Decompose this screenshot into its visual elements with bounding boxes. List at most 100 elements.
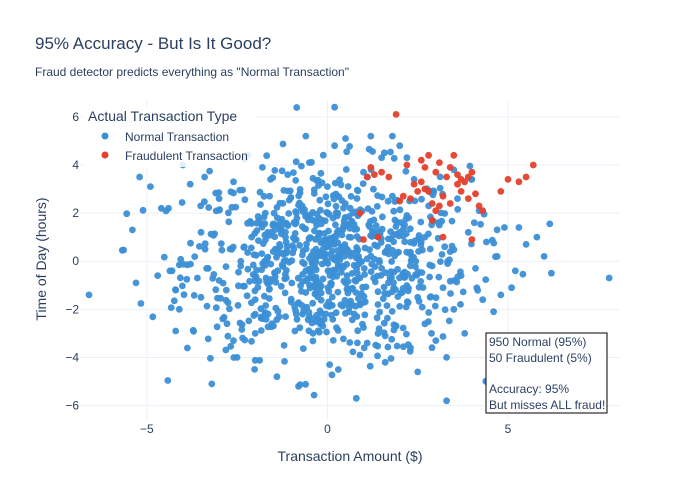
normal-point xyxy=(230,337,237,344)
normal-point xyxy=(414,368,422,376)
normal-point xyxy=(375,325,383,333)
normal-point xyxy=(197,293,205,301)
normal-point xyxy=(284,221,291,229)
normal-point xyxy=(323,328,330,336)
normal-point xyxy=(291,327,299,335)
normal-point xyxy=(336,252,343,260)
normal-point xyxy=(396,274,403,282)
normal-point xyxy=(239,334,247,342)
normal-point xyxy=(605,274,613,282)
normal-point xyxy=(203,265,211,272)
normal-point xyxy=(379,295,387,303)
normal-point xyxy=(132,279,140,287)
normal-point xyxy=(384,314,391,322)
normal-point xyxy=(330,195,338,203)
fraud-point xyxy=(504,176,512,183)
normal-point xyxy=(312,266,320,274)
normal-point xyxy=(230,354,238,361)
normal-point xyxy=(184,344,191,352)
normal-point xyxy=(265,295,273,302)
normal-point xyxy=(337,301,345,309)
normal-point xyxy=(241,196,249,204)
normal-point xyxy=(306,254,313,262)
normal-point xyxy=(389,247,396,254)
normal-point xyxy=(431,302,439,310)
normal-point xyxy=(271,167,279,174)
normal-point xyxy=(497,291,505,299)
legend-item-normal[interactable]: Normal Transaction xyxy=(101,130,230,144)
normal-point xyxy=(355,295,362,302)
normal-point xyxy=(273,253,280,261)
fraud-point xyxy=(464,173,472,181)
normal-point xyxy=(252,251,260,259)
normal-point xyxy=(388,274,395,281)
normal-point xyxy=(344,278,352,285)
normal-point xyxy=(253,219,261,227)
normal-point xyxy=(337,181,345,189)
normal-point xyxy=(380,283,388,291)
normal-point xyxy=(359,320,366,328)
normal-point xyxy=(329,254,336,262)
normal-point xyxy=(245,317,253,325)
normal-point xyxy=(396,142,404,150)
normal-point xyxy=(414,268,422,276)
normal-point xyxy=(400,343,407,351)
normal-point xyxy=(367,132,375,140)
normal-point xyxy=(172,286,179,293)
normal-point xyxy=(445,317,453,325)
normal-point xyxy=(308,260,316,268)
normal-point xyxy=(299,271,306,278)
normal-point xyxy=(299,345,307,352)
normal-point xyxy=(436,184,444,192)
normal-point xyxy=(266,232,274,239)
normal-point xyxy=(367,252,375,260)
normal-point xyxy=(292,177,300,184)
normal-point xyxy=(268,320,276,327)
normal-point xyxy=(361,244,369,252)
normal-point xyxy=(443,397,450,405)
normal-point xyxy=(306,211,314,219)
normal-point xyxy=(327,240,335,248)
normal-point xyxy=(290,169,297,177)
normal-point xyxy=(334,288,342,296)
normal-point xyxy=(244,265,252,273)
normal-point xyxy=(331,103,338,111)
fraud-point xyxy=(454,180,461,188)
normal-point xyxy=(210,271,218,278)
normal-point xyxy=(385,279,392,287)
normal-point xyxy=(302,277,310,285)
normal-point xyxy=(315,231,323,239)
normal-point xyxy=(170,297,178,305)
fraud-point xyxy=(396,197,404,205)
normal-point xyxy=(370,274,377,282)
normal-point xyxy=(332,202,340,210)
normal-point xyxy=(324,284,332,291)
normal-point xyxy=(390,207,398,215)
normal-point xyxy=(283,243,291,250)
normal-point xyxy=(328,371,336,379)
normal-point xyxy=(85,291,93,299)
normal-point xyxy=(295,299,302,306)
normal-point xyxy=(219,279,227,287)
normal-point xyxy=(515,224,523,231)
normal-point xyxy=(273,373,281,381)
normal-point xyxy=(342,135,349,142)
fraud-point xyxy=(497,188,505,195)
normal-point xyxy=(236,186,244,194)
normal-point xyxy=(222,286,230,294)
normal-point xyxy=(237,262,245,270)
legend-item-fraud[interactable]: Fraudulent Transaction xyxy=(101,149,248,163)
normal-point xyxy=(264,310,272,318)
normal-point xyxy=(436,173,444,181)
legend[interactable]: Actual Transaction Type Normal Transacti… xyxy=(84,107,256,167)
normal-point xyxy=(348,316,356,324)
normal-point xyxy=(332,221,339,229)
normal-point xyxy=(257,313,265,321)
normal-point xyxy=(118,246,126,254)
normal-point xyxy=(295,201,302,209)
normal-point xyxy=(285,196,293,204)
fraud-point xyxy=(374,233,382,241)
normal-point xyxy=(281,289,289,297)
fraud-point xyxy=(443,173,450,181)
